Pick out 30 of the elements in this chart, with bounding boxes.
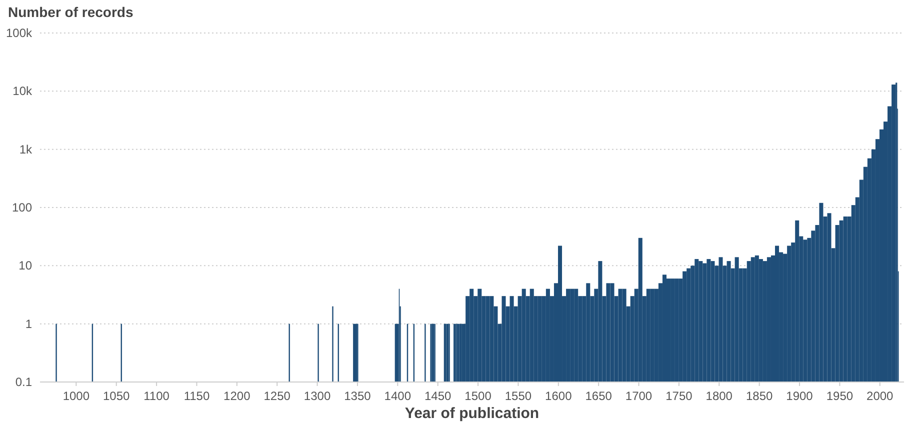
y-tick-label: 10: [18, 258, 32, 273]
y-tick-label: 0.1: [15, 375, 32, 389]
x-tick-label: 1000: [62, 389, 90, 403]
x-tick-label: 2000: [866, 389, 894, 403]
chart-title: Number of records: [8, 4, 134, 20]
x-tick-label: 1650: [585, 389, 612, 403]
x-axis-title: Year of publication: [404, 405, 540, 422]
x-tick-label: 1400: [384, 389, 412, 403]
x-tick-label: 1900: [786, 389, 814, 403]
y-tick-label: 100: [12, 200, 32, 214]
x-tick-label: 1550: [504, 389, 532, 403]
x-tick-label: 1100: [144, 389, 170, 403]
x-tick-label: 1950: [826, 389, 854, 403]
x-tick-label: 1750: [666, 389, 693, 403]
x-tick-label: 1600: [545, 389, 572, 403]
x-tick-label: 1250: [264, 389, 291, 403]
x-tick-label: 1450: [424, 389, 452, 403]
x-tick-label: 1700: [625, 389, 652, 403]
x-tick-label: 1500: [464, 389, 492, 403]
x-tick-label: 1350: [344, 389, 372, 403]
x-tick-label: 1050: [103, 389, 130, 403]
x-tick-label: 1850: [746, 389, 773, 403]
y-tick-label: 10k: [12, 84, 33, 98]
x-tick-label: 1150: [184, 389, 210, 403]
x-tick-label: 1200: [224, 389, 251, 403]
x-tick-label: 1300: [304, 389, 331, 403]
y-tick-label: 1: [25, 316, 32, 331]
y-tick-label: 1k: [19, 142, 33, 156]
y-tick-label: 100k: [6, 26, 33, 40]
x-tick-label: 1800: [706, 389, 733, 403]
